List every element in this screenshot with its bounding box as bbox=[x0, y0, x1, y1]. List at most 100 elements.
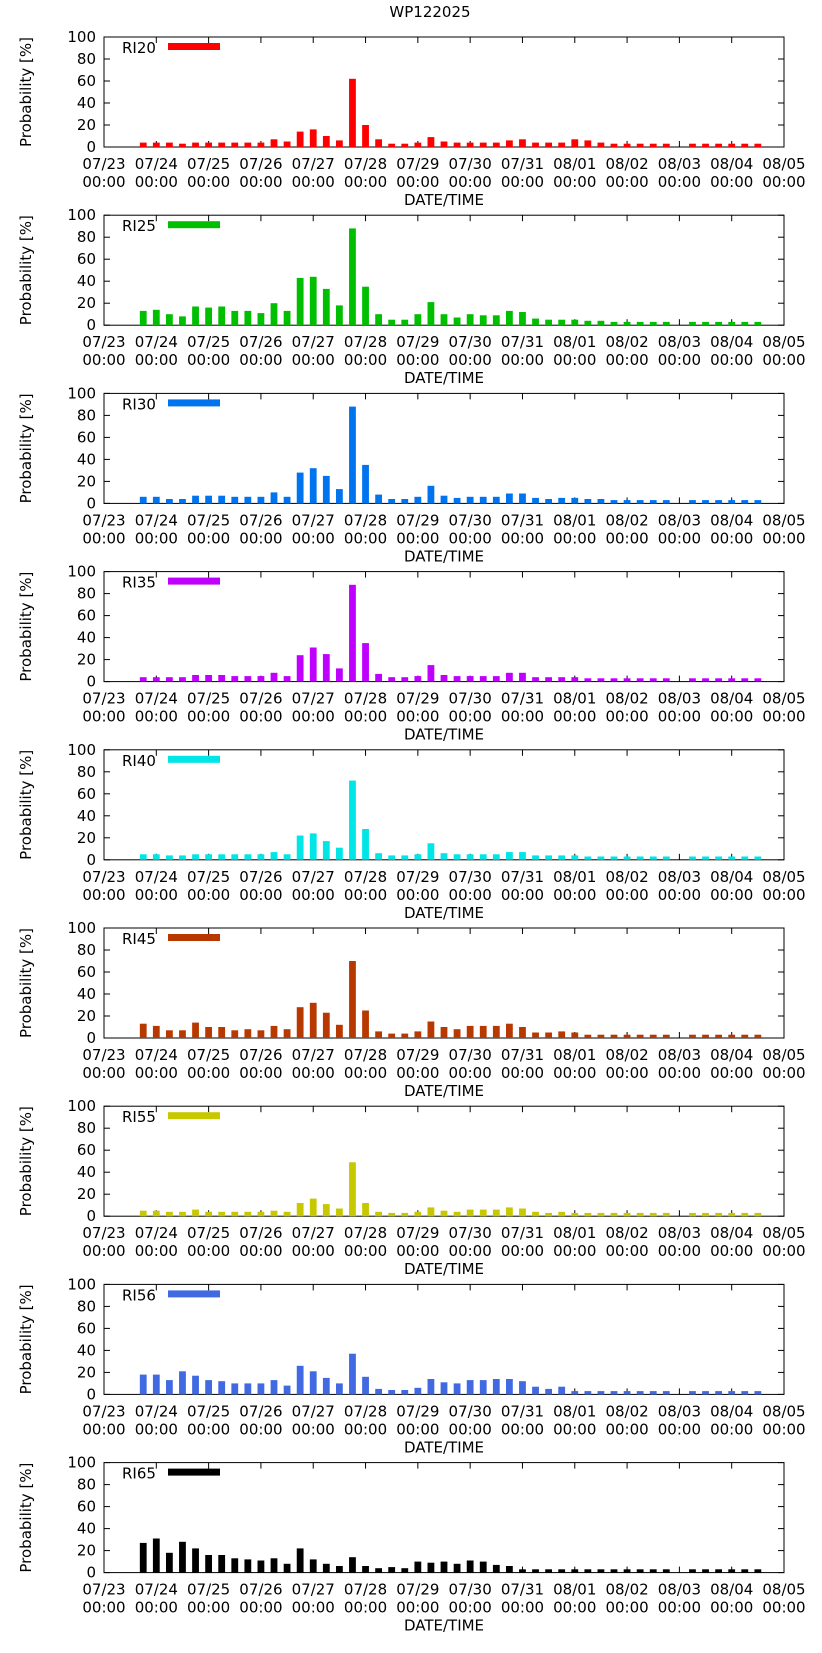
x-tick-date-label: 07/23 bbox=[82, 155, 125, 173]
legend-swatch-ri30 bbox=[168, 399, 220, 407]
bar-ri65 bbox=[139, 1542, 147, 1573]
x-tick-date-label: 08/01 bbox=[553, 1402, 596, 1420]
bar-ri25 bbox=[165, 314, 173, 326]
x-tick-time-label: 00:00 bbox=[658, 708, 701, 726]
bar-ri25 bbox=[375, 314, 383, 326]
bar-ri55 bbox=[532, 1211, 539, 1217]
bar-ri35 bbox=[623, 678, 631, 682]
x-tick-time-label: 00:00 bbox=[292, 1599, 335, 1617]
bar-ri30 bbox=[375, 494, 383, 504]
bar-ri25 bbox=[205, 307, 213, 326]
x-tick-time-label: 00:00 bbox=[135, 708, 178, 726]
bar-ri25 bbox=[401, 319, 409, 326]
x-tick-time-label: 00:00 bbox=[449, 173, 492, 191]
bar-ri40 bbox=[558, 855, 566, 860]
bar-ri45 bbox=[139, 1023, 147, 1038]
x-tick-date-label: 07/23 bbox=[82, 1402, 125, 1420]
bar-ri40 bbox=[466, 854, 474, 860]
bar-ri55 bbox=[244, 1211, 252, 1217]
bar-ri20 bbox=[362, 125, 369, 147]
bar-ri35 bbox=[322, 654, 330, 682]
bar-ri45 bbox=[610, 1034, 618, 1038]
bar-ri56 bbox=[349, 1353, 356, 1395]
legend-swatch-ri56 bbox=[168, 1290, 220, 1298]
bar-ri25 bbox=[728, 321, 736, 326]
x-tick-time-label: 00:00 bbox=[82, 1064, 125, 1082]
x-tick-date-label: 07/31 bbox=[501, 868, 544, 886]
bar-ri25 bbox=[689, 321, 696, 326]
x-axis-label: DATE/TIME bbox=[404, 1438, 484, 1456]
bar-ri55 bbox=[610, 1212, 618, 1217]
bar-ri45 bbox=[649, 1034, 657, 1038]
bar-ri25 bbox=[192, 306, 199, 326]
bar-ri20 bbox=[453, 142, 461, 147]
x-tick-date-label: 07/25 bbox=[187, 155, 230, 173]
x-tick-date-label: 07/31 bbox=[501, 1402, 544, 1420]
x-tick-date-label: 08/04 bbox=[710, 1046, 753, 1064]
bar-ri25 bbox=[257, 313, 265, 326]
x-tick-time-label: 00:00 bbox=[553, 529, 596, 547]
x-tick-date-label: 08/05 bbox=[762, 333, 805, 351]
bar-ri30 bbox=[610, 500, 618, 504]
bar-ri55 bbox=[218, 1211, 226, 1217]
x-tick-date-label: 07/28 bbox=[344, 333, 387, 351]
x-tick-time-label: 00:00 bbox=[762, 351, 805, 369]
bar-ri40 bbox=[218, 854, 226, 860]
y-tick-label: 60 bbox=[77, 1141, 96, 1159]
x-tick-time-label: 00:00 bbox=[396, 708, 439, 726]
x-tick-time-label: 00:00 bbox=[605, 886, 648, 904]
bar-ri20 bbox=[139, 142, 147, 147]
x-tick-time-label: 00:00 bbox=[292, 1420, 335, 1438]
bar-ri20 bbox=[179, 143, 186, 147]
x-tick-time-label: 00:00 bbox=[239, 708, 282, 726]
bar-ri45 bbox=[283, 1029, 291, 1038]
x-axis-label: DATE/TIME bbox=[404, 726, 484, 744]
bar-ri40 bbox=[205, 854, 213, 860]
bar-ri20 bbox=[218, 142, 226, 147]
x-tick-time-label: 00:00 bbox=[605, 1420, 648, 1438]
bar-ri25 bbox=[270, 303, 278, 326]
bar-ri56 bbox=[231, 1383, 239, 1395]
bar-ri40 bbox=[754, 856, 762, 860]
bar-ri35 bbox=[492, 676, 500, 682]
x-tick-date-label: 07/26 bbox=[239, 868, 282, 886]
x-tick-date-label: 07/29 bbox=[396, 868, 439, 886]
bar-ri40 bbox=[283, 854, 291, 860]
x-tick-time-label: 00:00 bbox=[344, 1599, 387, 1617]
x-tick-time-label: 00:00 bbox=[762, 1420, 805, 1438]
x-tick-time-label: 00:00 bbox=[396, 1599, 439, 1617]
bar-ri45 bbox=[270, 1025, 278, 1038]
plot-frame bbox=[103, 571, 785, 683]
bar-ri35 bbox=[532, 677, 539, 682]
x-axis-label: DATE/TIME bbox=[404, 904, 484, 922]
bar-ri20 bbox=[257, 142, 265, 147]
bar-ri25 bbox=[414, 314, 422, 326]
y-tick-label: 0 bbox=[86, 1207, 96, 1225]
bar-ri65 bbox=[584, 1569, 592, 1573]
x-tick-time-label: 00:00 bbox=[396, 351, 439, 369]
bar-ri55 bbox=[636, 1212, 644, 1217]
x-tick-date-label: 07/27 bbox=[292, 333, 335, 351]
bar-ri45 bbox=[689, 1034, 696, 1038]
bar-ri65 bbox=[296, 1548, 304, 1573]
x-tick-time-label: 00:00 bbox=[187, 708, 230, 726]
bar-ri56 bbox=[505, 1379, 513, 1395]
x-tick-date-label: 07/31 bbox=[501, 1224, 544, 1242]
x-tick-date-label: 08/05 bbox=[762, 1402, 805, 1420]
bar-ri30 bbox=[479, 496, 487, 504]
x-tick-date-label: 07/31 bbox=[501, 690, 544, 708]
bar-ri45 bbox=[152, 1025, 160, 1038]
bar-ri35 bbox=[139, 677, 147, 682]
bar-ri25 bbox=[244, 310, 252, 326]
bar-ri40 bbox=[309, 833, 317, 860]
bar-ri30 bbox=[335, 489, 343, 504]
bar-ri56 bbox=[440, 1382, 448, 1395]
bar-ri65 bbox=[532, 1569, 539, 1573]
bar-ri40 bbox=[362, 829, 369, 860]
bar-ri65 bbox=[362, 1566, 369, 1573]
x-tick-time-label: 00:00 bbox=[553, 886, 596, 904]
y-tick-label: 60 bbox=[77, 428, 96, 446]
bar-ri55 bbox=[388, 1212, 396, 1217]
x-tick-time-label: 00:00 bbox=[710, 1599, 753, 1617]
y-tick-label: 60 bbox=[77, 1319, 96, 1337]
